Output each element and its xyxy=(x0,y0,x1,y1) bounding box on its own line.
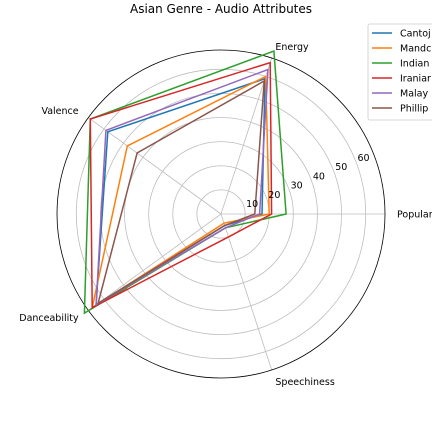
series-line-4 xyxy=(89,61,273,309)
axis-spoke xyxy=(88,213,222,311)
legend-label: Indian xyxy=(400,59,429,70)
chart-title: Asian Genre - Audio Attributes xyxy=(130,2,312,16)
legend-label: Mandc xyxy=(400,44,431,55)
legend-label: Phillip xyxy=(400,104,428,115)
axis-label: Popularity xyxy=(397,210,432,221)
series-layer xyxy=(83,50,287,315)
legend: Cantoj Mandc Indian Iraniar Malay Phillip xyxy=(367,23,432,121)
outer-frame xyxy=(56,49,386,379)
axis-spoke xyxy=(88,117,222,215)
radial-tick-label: 40 xyxy=(313,171,325,182)
legend-label: Iraniar xyxy=(400,74,431,85)
radial-tick-label: 60 xyxy=(358,153,370,164)
axis-labels: Popularity Energy Valence Danceability Speec… xyxy=(19,42,432,388)
legend-label: Cantoj xyxy=(400,29,431,40)
axis-label: Valence xyxy=(41,106,78,117)
series-line-6 xyxy=(96,79,266,305)
series-line-3 xyxy=(83,50,287,315)
axis-spoke xyxy=(220,57,273,215)
legend-label: Malay xyxy=(400,89,428,100)
radial-tick-label: 10 xyxy=(246,199,258,210)
axis-spoke xyxy=(220,213,273,371)
radar-grid xyxy=(56,49,386,379)
axis-label: Danceability xyxy=(19,313,79,324)
radial-tick-label: 50 xyxy=(335,162,347,173)
radial-tick-label: 20 xyxy=(268,190,280,201)
series-line-5 xyxy=(95,68,269,307)
axis-label: Energy xyxy=(275,42,309,53)
axis-label: Speechiness xyxy=(275,377,334,388)
radial-tick-label: 30 xyxy=(291,181,303,192)
